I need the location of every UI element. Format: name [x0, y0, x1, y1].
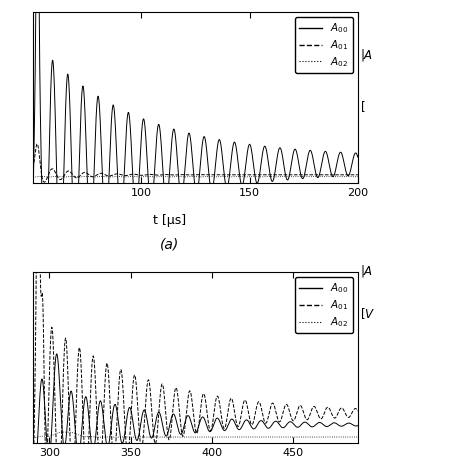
Text: $[V$: $[V$ [360, 306, 375, 321]
Legend: $A_{00}$, $A_{01}$, $A_{02}$: $A_{00}$, $A_{01}$, $A_{02}$ [295, 277, 353, 333]
X-axis label: t [μs]: t [μs] [153, 214, 186, 227]
Text: $|A$: $|A$ [360, 263, 374, 279]
Text: $[$: $[$ [360, 100, 366, 115]
Text: $|A$: $|A$ [360, 47, 374, 64]
Legend: $A_{00}$, $A_{01}$, $A_{02}$: $A_{00}$, $A_{01}$, $A_{02}$ [295, 17, 353, 73]
Text: (a): (a) [160, 237, 179, 251]
